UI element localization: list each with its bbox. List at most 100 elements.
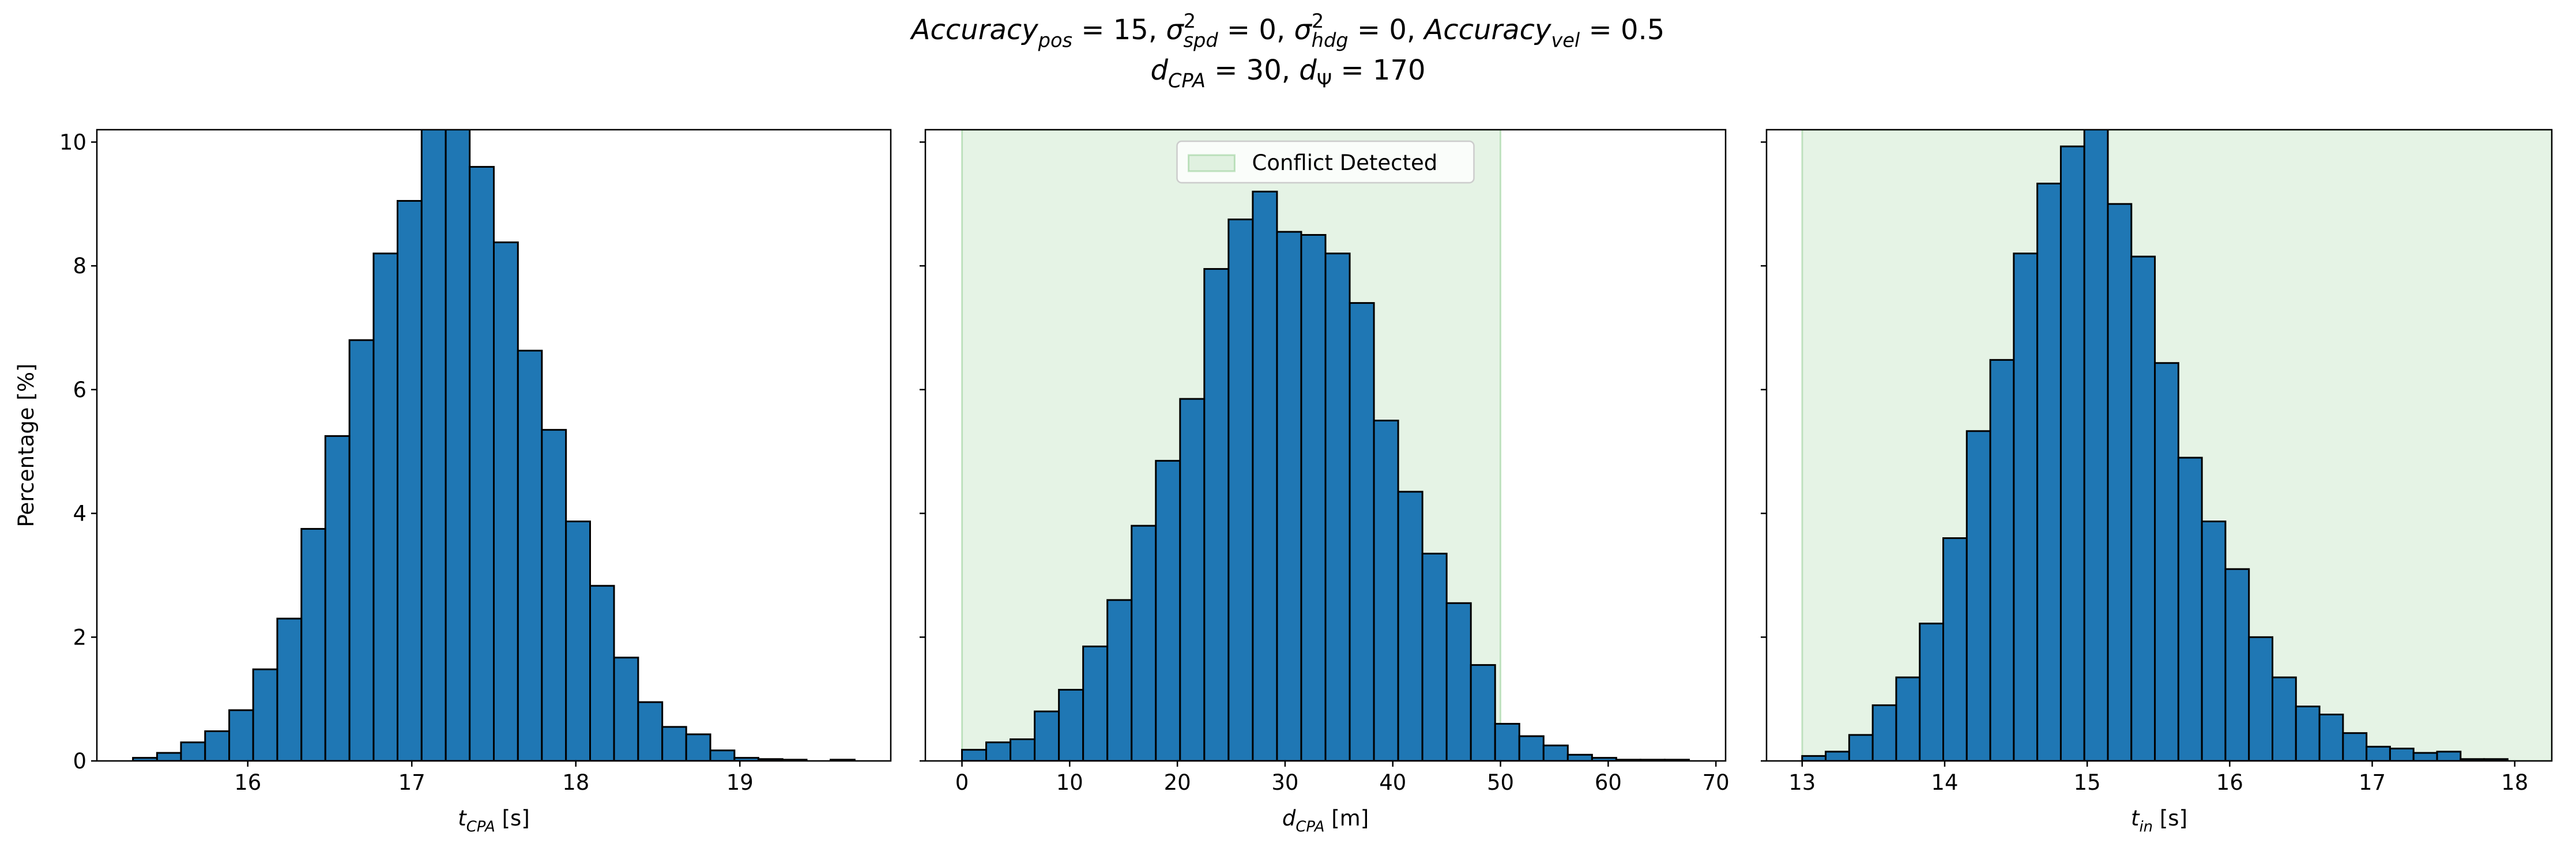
- bar: [1989, 359, 2015, 761]
- x-tick-label: 16: [2216, 770, 2243, 795]
- text-segment: σ: [1166, 14, 1184, 46]
- bar: [1445, 602, 1472, 761]
- bar: [1131, 525, 1157, 761]
- axes-frame: [96, 129, 892, 762]
- x-axis-label: tin [s]: [2131, 806, 2187, 835]
- x-tick-label: 13: [1788, 770, 1816, 795]
- text-segment: Ψ: [1317, 69, 1332, 92]
- x-tick-label: 18: [562, 770, 589, 795]
- bar: [1470, 664, 1496, 761]
- bar: [252, 668, 278, 761]
- bar: [300, 527, 326, 761]
- text-segment: 2: [1312, 10, 1324, 32]
- bar: [228, 709, 254, 761]
- bar: [1942, 537, 1968, 761]
- bar: [2154, 362, 2179, 761]
- x-tick-label: 14: [1931, 770, 1958, 795]
- bar: [2342, 732, 2368, 761]
- bar: [1397, 491, 1423, 761]
- bar: [985, 741, 1012, 761]
- bar: [204, 730, 231, 761]
- bar: [2059, 145, 2085, 761]
- bar: [1421, 552, 1448, 761]
- plot-area: [1801, 130, 2552, 761]
- x-axis-label: dCPA [m]: [1282, 806, 1369, 835]
- x-tick-label: 17: [2359, 770, 2386, 795]
- text-segment: CPA: [1295, 818, 1324, 835]
- bar: [2201, 521, 2227, 761]
- text-segment: d: [1299, 54, 1317, 86]
- text-segment: spd: [1184, 29, 1219, 51]
- bar: [1801, 755, 1827, 761]
- bar: [1155, 459, 1181, 761]
- bar: [1349, 302, 1375, 761]
- bar: [2130, 255, 2156, 761]
- bar: [1106, 599, 1133, 761]
- x-tick-label: 16: [234, 770, 261, 795]
- axes-frame: [1765, 129, 2553, 762]
- x-tick-label: 30: [1271, 770, 1298, 795]
- bar: [2177, 457, 2203, 761]
- bar: [961, 749, 988, 761]
- text-segment: = 0,: [1218, 14, 1294, 46]
- bar: [541, 429, 567, 761]
- bar: [1300, 234, 1327, 761]
- text-segment: vel: [1551, 29, 1580, 51]
- x-tick-label: 15: [2074, 770, 2101, 795]
- bar: [2295, 706, 2321, 761]
- bar: [2412, 752, 2438, 761]
- x-axis-label: tCPA [s]: [458, 806, 530, 835]
- bar: [1252, 190, 1278, 761]
- bar: [1542, 744, 1569, 761]
- bar: [2318, 713, 2344, 761]
- text-segment: CPA: [1168, 69, 1206, 92]
- y-tick-label: 4: [73, 502, 86, 526]
- text-segment: in: [2139, 818, 2153, 835]
- text-segment: = 170: [1332, 54, 1425, 86]
- x-tick-label: 40: [1379, 770, 1406, 795]
- bar: [565, 521, 592, 761]
- y-tick-label: 6: [73, 378, 86, 402]
- x-tick-label: 60: [1595, 770, 1622, 795]
- text-segment: pos: [1038, 29, 1072, 51]
- bar: [1082, 645, 1109, 761]
- figure-title: dCPA = 30, dΨ = 170: [1150, 54, 1425, 92]
- bar: [2013, 252, 2039, 761]
- bar: [1895, 676, 1921, 761]
- figure-title: Accuracypos = 15, σ2 spd = 0, σ2 hdg = 0, …: [910, 10, 1665, 52]
- axes-frame: [924, 129, 1727, 762]
- bar: [637, 701, 664, 761]
- bar: [2083, 130, 2109, 761]
- plot-area: [132, 130, 856, 761]
- bar: [589, 585, 615, 761]
- text-segment: [s]: [2153, 806, 2187, 831]
- bar: [1276, 231, 1302, 761]
- bar: [2107, 203, 2133, 761]
- bar: [2272, 676, 2297, 761]
- bar: [1203, 268, 1230, 761]
- x-tick-label: 17: [398, 770, 425, 795]
- x-tick-label: 70: [1703, 770, 1730, 795]
- bar: [180, 741, 206, 761]
- x-tick-label: 20: [1164, 770, 1191, 795]
- bar: [1965, 430, 1991, 761]
- y-tick-label: 2: [73, 625, 86, 650]
- bar: [1324, 252, 1351, 761]
- x-tick-label: 19: [726, 770, 754, 795]
- legend-label: Conflict Detected: [1252, 150, 1438, 175]
- bar: [1227, 218, 1254, 761]
- bar: [469, 165, 495, 761]
- bar: [709, 749, 736, 761]
- bar: [613, 657, 639, 761]
- text-segment: = 30,: [1206, 54, 1299, 86]
- text-segment: σ: [1294, 14, 1312, 46]
- legend-patch: [1188, 154, 1236, 172]
- bar: [2366, 745, 2391, 761]
- text-segment: 2: [1184, 10, 1196, 32]
- bar: [1871, 704, 1897, 761]
- bar: [1058, 689, 1084, 761]
- y-tick-label: 0: [73, 749, 86, 774]
- bar: [1518, 735, 1545, 761]
- bar: [276, 617, 303, 761]
- bar: [661, 726, 687, 761]
